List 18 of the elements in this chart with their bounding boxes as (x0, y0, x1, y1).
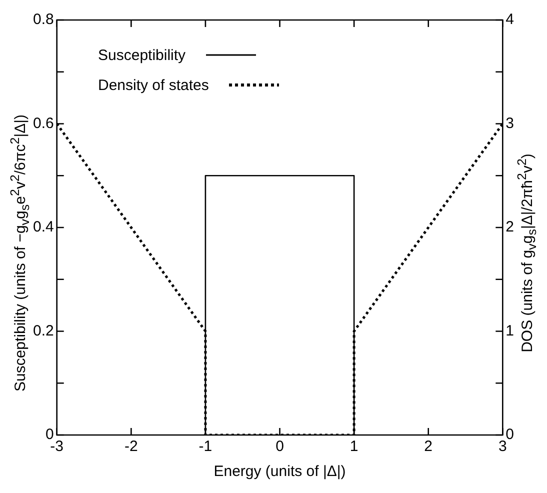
x-tick-label: 1 (350, 438, 358, 456)
x-axis-title: Energy (units of |Δ|) (214, 463, 346, 480)
legend-label: Susceptibility (98, 46, 186, 64)
y-tick-label: 0.4 (32, 218, 54, 236)
y2-tick-label: 2 (506, 218, 514, 236)
y2-tick-label: 3 (506, 114, 514, 132)
y-tick-label: 0.6 (32, 114, 54, 132)
y-tick-label: 0.2 (32, 322, 54, 340)
x-tick-label: -2 (124, 438, 138, 456)
y2-tick-label: 1 (506, 322, 514, 340)
x-tick-label: 2 (424, 438, 433, 456)
y2-tick-label: 4 (506, 11, 514, 28)
x-tick-label: 0 (276, 438, 284, 456)
legend-label: Density of states (98, 76, 209, 94)
x-tick-label: -1 (198, 438, 212, 456)
y-tick-label: 0.8 (32, 11, 54, 28)
y2-tick-label: 0 (506, 426, 514, 444)
x-tick-label: 3 (498, 438, 507, 456)
